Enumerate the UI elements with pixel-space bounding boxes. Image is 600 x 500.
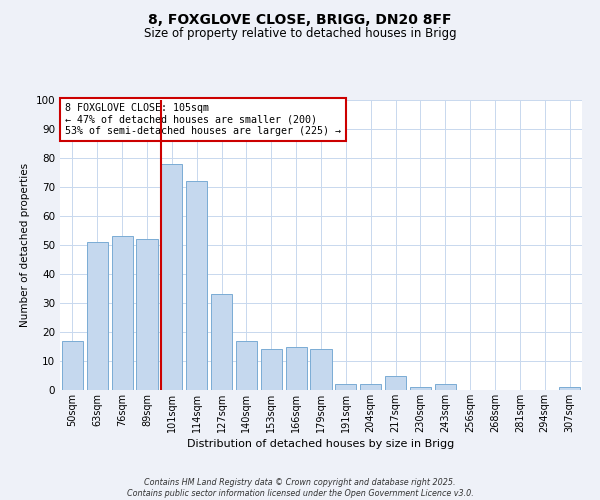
Y-axis label: Number of detached properties: Number of detached properties <box>20 163 30 327</box>
Bar <box>211 294 232 390</box>
Bar <box>161 164 182 390</box>
Bar <box>335 384 356 390</box>
Bar <box>410 387 431 390</box>
Bar <box>112 236 133 390</box>
Bar <box>360 384 381 390</box>
Bar <box>286 346 307 390</box>
Bar <box>186 181 207 390</box>
Bar <box>435 384 456 390</box>
Text: Contains HM Land Registry data © Crown copyright and database right 2025.
Contai: Contains HM Land Registry data © Crown c… <box>127 478 473 498</box>
Text: 8, FOXGLOVE CLOSE, BRIGG, DN20 8FF: 8, FOXGLOVE CLOSE, BRIGG, DN20 8FF <box>148 12 452 26</box>
Bar <box>310 350 332 390</box>
Bar <box>236 340 257 390</box>
X-axis label: Distribution of detached houses by size in Brigg: Distribution of detached houses by size … <box>187 439 455 449</box>
Bar <box>559 387 580 390</box>
Text: 8 FOXGLOVE CLOSE: 105sqm
← 47% of detached houses are smaller (200)
53% of semi-: 8 FOXGLOVE CLOSE: 105sqm ← 47% of detach… <box>65 103 341 136</box>
Bar <box>261 350 282 390</box>
Bar <box>136 239 158 390</box>
Bar <box>87 242 108 390</box>
Bar <box>62 340 83 390</box>
Bar <box>385 376 406 390</box>
Text: Size of property relative to detached houses in Brigg: Size of property relative to detached ho… <box>143 28 457 40</box>
